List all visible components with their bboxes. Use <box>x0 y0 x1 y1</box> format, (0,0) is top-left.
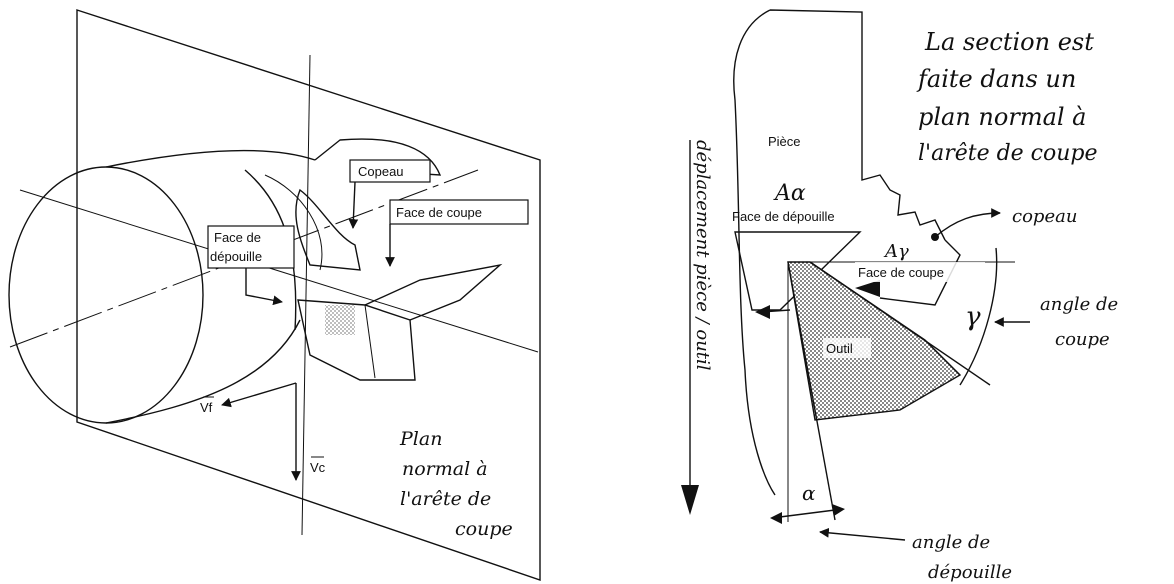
face-coupe-label: Face de coupe <box>858 265 944 280</box>
svg-text:normal à: normal à <box>402 458 488 480</box>
label-face-de-coupe: Face de coupe <box>389 199 529 225</box>
tool-clearance-edge <box>787 261 836 521</box>
tool-edge <box>364 304 376 379</box>
displacement-arrow-tip <box>681 485 699 515</box>
workpiece-top-edge <box>105 149 316 168</box>
workpiece-bottom-edge <box>105 319 301 424</box>
left-perspective-figure: Copeau Face de coupe Face de dépouille V… <box>8 9 541 581</box>
outil-label: Outil <box>826 341 853 356</box>
vf-label: Vf <box>200 400 213 415</box>
clearance-dim-tip-right <box>832 504 845 516</box>
cutting-edge-line <box>19 189 539 353</box>
svg-text:Copeau: Copeau <box>358 164 404 179</box>
plan-normal-note: Plan normal à l'arête de coupe <box>399 428 513 540</box>
label-face-de-depouille: Face de dépouille <box>207 225 295 269</box>
svg-text:Face de: Face de <box>214 230 261 245</box>
clearance-dim-tip-left <box>770 512 782 524</box>
svg-text:l'arête de coupe: l'arête de coupe <box>918 141 1098 166</box>
copeau-hand-label: copeau <box>1012 206 1077 227</box>
tool-shaded-face <box>325 305 355 335</box>
svg-text:La section est: La section est <box>924 28 1094 56</box>
svg-text:faite dans un: faite dans un <box>916 65 1076 93</box>
flank-arrow-tip <box>755 305 770 319</box>
svg-text:Plan: Plan <box>399 428 442 450</box>
a-gamma-label: Aγ <box>883 241 909 262</box>
face-depouille-arrow <box>245 268 283 306</box>
rake-arrow-tip <box>855 280 880 297</box>
a-alpha-label: Aα <box>773 181 806 206</box>
rake-angle-arc <box>959 247 998 386</box>
svg-text:l'arête de: l'arête de <box>400 488 491 510</box>
section-note: La section est faite dans un plan normal… <box>916 28 1098 166</box>
normal-plane <box>76 9 541 581</box>
outil-label-bg <box>823 338 871 358</box>
copeau-pointer <box>934 208 1001 238</box>
angle-depouille-line2: dépouille <box>928 562 1012 583</box>
label-copeau: Copeau <box>349 159 431 183</box>
alpha-symbol: α <box>802 481 816 505</box>
vertical-axis <box>301 54 311 536</box>
rake-extension-line <box>809 261 991 386</box>
angle-coupe-line2: coupe <box>1055 329 1110 350</box>
gamma-symbol: γ <box>965 302 981 332</box>
machined-step <box>314 138 442 176</box>
piece-label: Pièce <box>768 134 801 149</box>
chip-shape <box>295 188 361 271</box>
tool-body <box>297 299 416 381</box>
displacement-label: déplacement pièce / outil <box>692 140 713 371</box>
svg-text:plan normal à: plan normal à <box>918 103 1087 131</box>
angle-depouille-pointer <box>819 527 906 541</box>
workpiece-end-face <box>8 166 204 424</box>
clearance-angle-dim <box>771 509 836 519</box>
face-depouille-label: Face de dépouille <box>732 209 835 224</box>
svg-text:Face de coupe: Face de coupe <box>396 205 482 220</box>
angle-depouille-line1: angle de <box>912 532 990 553</box>
tool-top-face <box>364 263 503 321</box>
svg-text:dépouille: dépouille <box>210 249 262 264</box>
svg-text:coupe: coupe <box>455 518 513 540</box>
copeau-arrow <box>348 181 359 229</box>
chip-curl-edge <box>264 174 323 271</box>
vc-label: Vc <box>310 460 326 475</box>
angle-coupe-line1: angle de <box>1040 294 1118 315</box>
face-coupe-bg <box>855 262 985 282</box>
vf-arrow <box>221 382 297 408</box>
right-section-figure: Pièce Outil Aα Face de dépouille Aγ Face… <box>681 9 1118 583</box>
